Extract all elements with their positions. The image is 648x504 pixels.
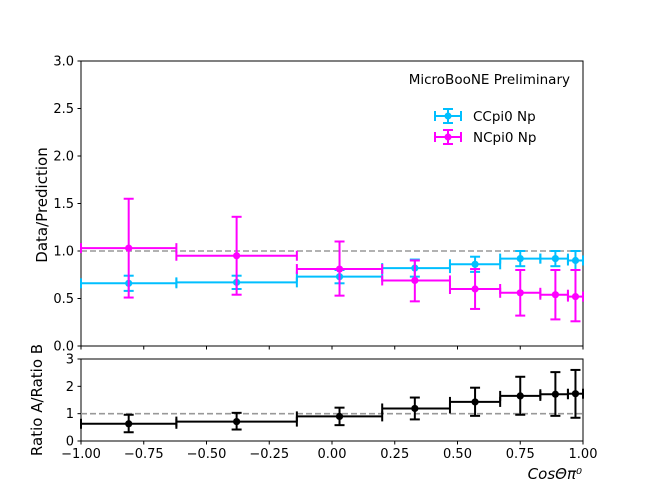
data-marker [411, 404, 419, 413]
data-marker [571, 293, 580, 301]
top-y-tick-label: 1.5 [53, 197, 74, 212]
data-marker [335, 412, 344, 420]
data-point [175, 215, 298, 296]
top-y-tick-label: 3.0 [53, 55, 74, 70]
bottom-y-tick-label: 3 [66, 353, 74, 368]
bottom-x-tick-label: −0.50 [187, 447, 227, 462]
data-marker [571, 256, 580, 265]
top-y-axis-label: Data/Prediction [33, 147, 51, 262]
data-point [80, 413, 178, 434]
data-marker [471, 285, 479, 293]
bottom-y-tick-label: 2 [66, 380, 74, 395]
top-y-tick-label: 1.0 [53, 245, 74, 260]
bottom-y-tick-label: 1 [66, 407, 74, 422]
legend-label-ncpi0: NCpi0 Np [473, 130, 536, 146]
data-marker [551, 390, 559, 398]
bottom-x-tick-label: 1.00 [569, 447, 598, 462]
data-point [566, 368, 584, 419]
top-y-tick-label: 0.5 [53, 292, 74, 307]
data-point [499, 269, 542, 317]
bottom-x-tick-label: −0.25 [249, 447, 289, 462]
bottom-x-tick-label: 0.50 [443, 447, 472, 462]
bottom-panel: 0 1 2 3 −1.00 −0.75 −0.50 −0.25 0.00 0.25 0.50 0.75… [61, 353, 597, 463]
bottom-x-tick-label: 0.75 [506, 447, 535, 462]
top-y-tick-label: 2.0 [53, 150, 74, 165]
data-point [448, 386, 502, 417]
bottom-x-tick-label: −0.75 [124, 447, 164, 462]
top-panel: 0.0 0.5 1.0 1.5 2.0 2.5 3.0 [53, 55, 584, 355]
data-point [80, 197, 178, 299]
bottom-y-tick-label: 0 [66, 435, 74, 450]
bottom-x-tick-label: −1.00 [61, 447, 101, 462]
data-point [566, 269, 584, 323]
bottom-y-axis-label: Ratio A/Ratio B [28, 344, 46, 456]
data-point [448, 268, 502, 310]
legend-marker-ccpi0 [434, 108, 462, 124]
top-y-tick-label: 2.5 [53, 102, 74, 117]
legend: CCpi0 Np NCpi0 Np [434, 108, 536, 146]
data-marker [411, 276, 419, 285]
data-marker [233, 252, 241, 260]
legend-marker-ncpi0 [434, 129, 462, 145]
data-marker [125, 244, 133, 252]
data-marker [516, 289, 524, 297]
data-point [499, 250, 542, 268]
data-marker [551, 255, 559, 263]
data-marker [551, 291, 559, 299]
x-axis-label: CosΘπ⁰ [528, 465, 582, 483]
bottom-x-tick-label: 0.00 [318, 447, 347, 462]
data-marker [571, 390, 580, 398]
data-marker [471, 260, 479, 268]
data-point [381, 259, 451, 303]
data-marker [233, 417, 241, 426]
data-marker [335, 265, 344, 273]
data-point [175, 411, 298, 431]
data-marker [125, 420, 133, 428]
data-marker [516, 255, 524, 263]
top-series-ncpi0-np [80, 197, 584, 323]
bottom-series-ratio [80, 368, 584, 434]
data-marker [516, 392, 524, 400]
data-marker [471, 398, 479, 406]
data-point [295, 406, 384, 427]
bottom-x-tick-label: 0.25 [380, 447, 409, 462]
data-point [539, 250, 569, 268]
top-annotation: MicroBooNE Preliminary [409, 72, 570, 88]
legend-label-ccpi0: CCpi0 Np [473, 109, 536, 125]
data-point [295, 240, 384, 297]
data-point [381, 396, 451, 421]
top-y-tick-label: 0.0 [53, 340, 74, 355]
